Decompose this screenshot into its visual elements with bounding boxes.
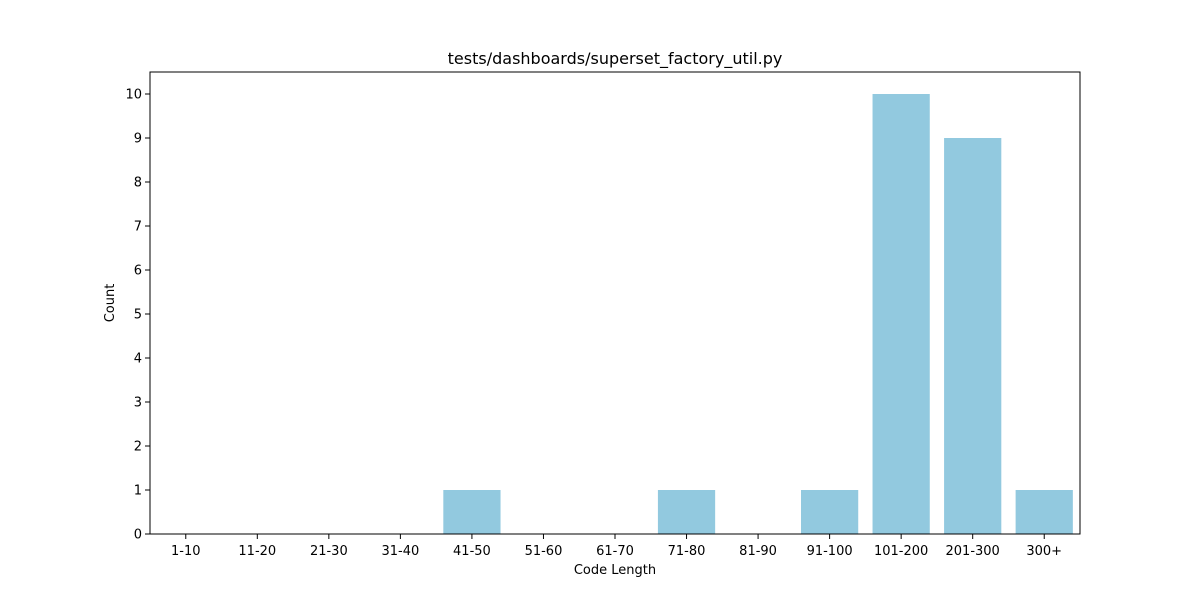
bar-201-300 (944, 138, 1002, 534)
bar-71-80 (657, 490, 716, 534)
x-tick-label: 1-10 (171, 544, 201, 559)
x-axis-label: Code Length (574, 563, 656, 578)
x-tick-label: 21-30 (310, 544, 348, 559)
y-tick-label: 9 (134, 132, 142, 147)
x-tick-label: 51-60 (525, 544, 563, 559)
bar-300+ (1015, 490, 1073, 534)
plot-area-frame (149, 71, 1081, 535)
bar-41-50 (443, 490, 501, 534)
y-tick-label: 0 (134, 528, 142, 543)
bar-91-100 (801, 490, 859, 534)
y-tick-label: 3 (134, 396, 142, 411)
y-tick-label: 6 (134, 264, 142, 279)
y-tick-label: 10 (125, 88, 142, 103)
x-tick-label: 101-200 (874, 544, 928, 559)
y-axis-label: Count (103, 284, 118, 323)
bar-101-200 (872, 94, 930, 534)
chart-title: tests/dashboards/superset_factory_util.p… (448, 49, 783, 69)
y-axis: 0 1 2 3 4 5 6 7 8 9 10 (125, 88, 150, 543)
x-axis: 1-10 11-20 21-30 31-40 41-50 51-60 61-70 71-80 8… (171, 534, 1062, 559)
x-tick-label: 300+ (1026, 544, 1062, 559)
y-tick-label: 8 (134, 176, 142, 191)
x-tick-label: 81-90 (739, 544, 777, 559)
x-tick-label: 11-20 (238, 544, 276, 559)
bars-layer (443, 94, 1073, 534)
y-tick-label: 4 (134, 352, 142, 367)
y-tick-label: 7 (134, 220, 142, 235)
y-tick-label: 2 (134, 440, 142, 455)
y-tick-label: 1 (134, 484, 142, 499)
x-tick-label: 201-300 (946, 544, 1000, 559)
x-tick-label: 31-40 (381, 544, 419, 559)
y-tick-label: 5 (134, 308, 142, 323)
x-tick-label: 41-50 (453, 544, 491, 559)
x-tick-label: 91-100 (807, 544, 853, 559)
x-tick-label: 61-70 (596, 544, 634, 559)
x-tick-label: 71-80 (668, 544, 706, 559)
